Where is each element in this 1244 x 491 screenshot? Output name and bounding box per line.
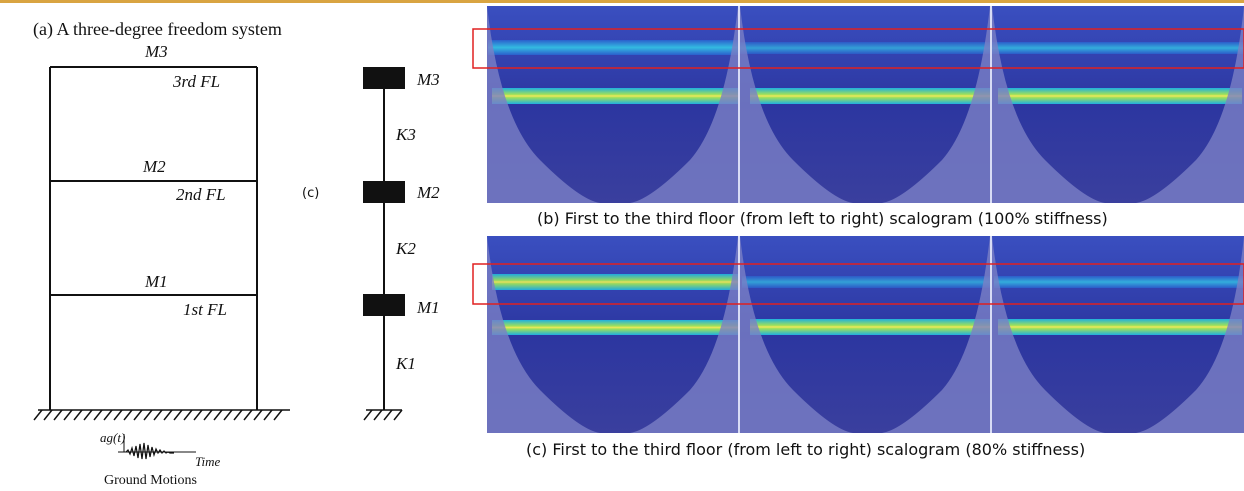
spring-mass-m2: M2 (416, 183, 440, 202)
spring-stiffness-k2: K2 (395, 239, 416, 258)
spring-mass-block-m3 (363, 67, 405, 89)
spring-panel-side-label: (c) (302, 186, 319, 201)
spring-ground-hatch (363, 409, 403, 421)
ground-motion-caption: Ground Motions (104, 473, 197, 488)
scalogram-c-floor3 (992, 236, 1244, 433)
spring-mass-m1: M1 (416, 298, 440, 317)
spring-stiffness-k1: K1 (395, 354, 416, 373)
spring-mass-m3: M3 (416, 70, 440, 89)
frame-mass-m2: M2 (142, 157, 166, 176)
scalogram-c-floor1 (487, 236, 738, 433)
scalogram-b-floor3 (992, 6, 1244, 203)
spring-mass-block-m1 (363, 294, 405, 316)
scalogram-caption-80: (c) First to the third floor (from left … (526, 440, 1086, 459)
spring-stiffness-k3: K3 (395, 125, 416, 144)
ground-motion-inset: ag(t) Time Ground Motions (100, 430, 221, 488)
scalogram-b-floor1 (487, 6, 738, 203)
accelerogram-trace (125, 442, 174, 460)
frame-ground-hatch (33, 409, 290, 421)
highlight-box-b (472, 28, 1244, 69)
scalogram-c-floor2 (740, 236, 990, 433)
scalogram-caption-100: (b) First to the third floor (from left … (537, 209, 1108, 228)
frame-floor-3rd: 3rd FL (172, 72, 220, 91)
frame-panel-title: (a) A three-degree freedom system (33, 19, 282, 40)
scalogram-b-floor2 (740, 6, 990, 203)
highlight-box-c (472, 263, 1244, 305)
scalogram-panel-80 (472, 236, 1244, 433)
top-accent-rule (0, 0, 1244, 3)
accel-label: ag(t) (100, 430, 125, 445)
spring-mass-block-m2 (363, 181, 405, 203)
frame-floor-2nd: 2nd FL (176, 185, 226, 204)
frame-mass-m3: M3 (144, 42, 168, 61)
time-label: Time (195, 454, 221, 469)
scalogram-panel-100 (472, 6, 1244, 203)
frame-floor-1st: 1st FL (183, 300, 227, 319)
frame-mass-m1: M1 (144, 272, 168, 291)
